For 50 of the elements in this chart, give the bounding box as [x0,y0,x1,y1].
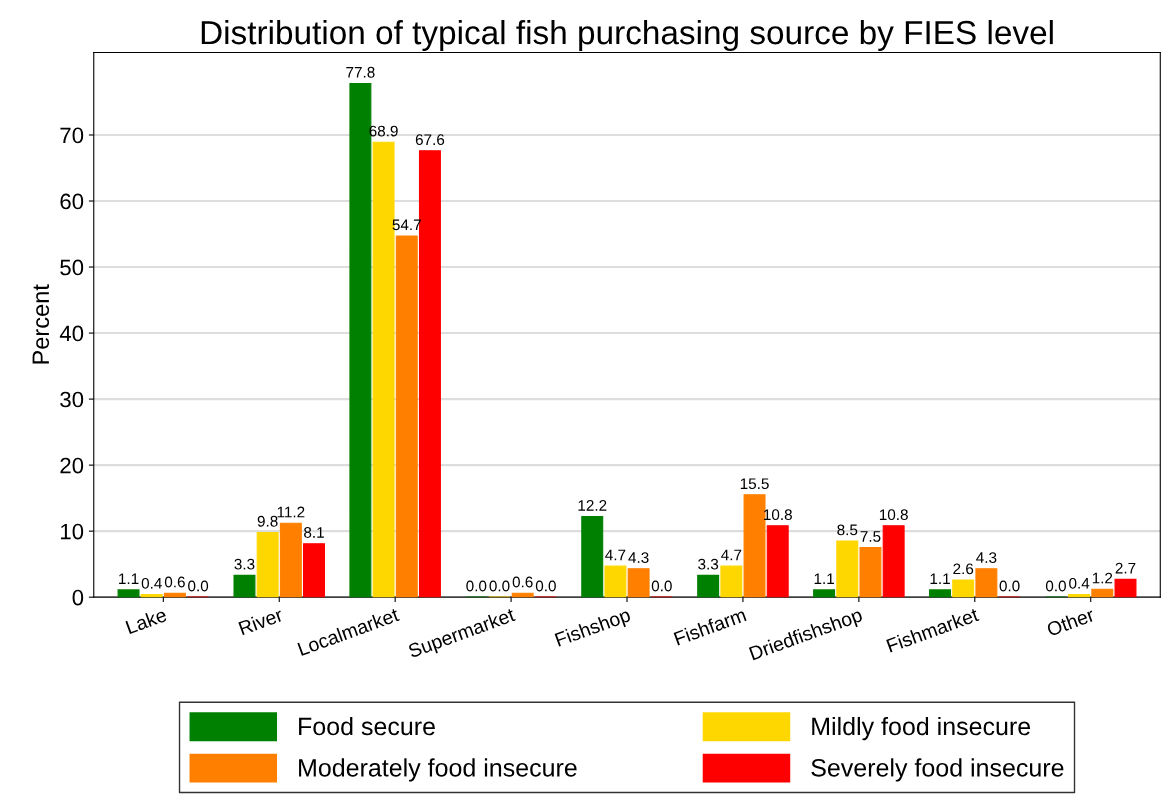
data-label: 4.3 [976,552,997,563]
y-tick-label: 0 [72,589,84,606]
data-label: 0.0 [489,580,510,592]
data-label: 7.5 [860,531,881,542]
y-axis-title: Percent [32,284,50,364]
y-tick-label: 30 [60,391,84,408]
data-label: 2.6 [953,563,974,575]
legend-label: Severely food insecure [811,758,1064,782]
data-label: 1.1 [930,573,950,584]
y-tick-label: 20 [60,457,84,474]
data-label: 0.0 [1045,580,1066,592]
data-label: 1.1 [814,573,834,584]
data-label: 0.0 [535,580,556,592]
data-label: 0.0 [188,580,209,592]
data-label: 3.3 [698,558,719,570]
data-label: 1.2 [1092,572,1113,584]
data-label: 2.7 [1115,562,1136,574]
x-tick-label: River [238,607,284,636]
data-label: 4.7 [605,549,626,561]
data-label: 12.2 [578,500,607,511]
legend-label: Moderately food insecure [299,758,577,782]
data-label: 4.7 [721,549,742,561]
x-tick-label: Other [1045,607,1096,637]
data-label: 11.2 [277,506,305,518]
data-label: 0.0 [651,580,672,592]
chart-title: Distribution of typical fish purchasing source by FIES level [201,19,1053,52]
data-label: 0.4 [141,577,162,589]
data-label: 9.8 [257,515,278,527]
data-label: 3.3 [234,558,255,570]
data-label: 10.8 [879,509,908,521]
legend-label: Food secure [299,716,435,736]
data-label: 0.4 [1069,577,1090,589]
data-label: 0.0 [999,580,1020,592]
data-label: 8.5 [837,524,858,536]
data-label: 1.1 [119,573,139,584]
legend-label: Mildly food insecure [812,716,1031,741]
data-label: 67.6 [415,134,445,146]
y-tick-label: 40 [59,325,84,342]
data-label: 4.3 [628,552,649,563]
data-label: 0.6 [164,576,185,588]
y-tick-label: 50 [60,259,84,276]
y-tick-label: 60 [60,193,84,210]
data-label: 0.6 [512,576,533,588]
x-tick-label: Lake [125,607,168,635]
data-label: 77.8 [346,66,375,78]
data-label: 15.5 [740,478,769,490]
data-label: 0.0 [466,580,487,592]
data-label: 8.1 [304,527,324,538]
y-tick-label: 10 [61,523,84,540]
y-tick-label: 70 [60,127,84,144]
